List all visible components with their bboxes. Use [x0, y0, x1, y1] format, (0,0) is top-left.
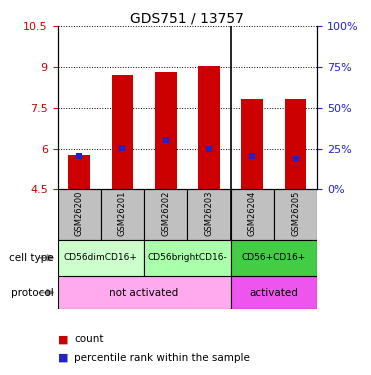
Bar: [285, 99, 306, 189]
Text: GSM26200: GSM26200: [75, 190, 83, 236]
Text: GSM26201: GSM26201: [118, 190, 127, 236]
Bar: [101, 189, 144, 240]
Text: GSM26202: GSM26202: [161, 190, 170, 236]
Text: GSM26203: GSM26203: [204, 190, 213, 236]
Bar: [58, 189, 101, 240]
Text: ■: ■: [58, 353, 72, 363]
Text: CD56+CD16+: CD56+CD16+: [242, 254, 306, 262]
Bar: [231, 276, 317, 309]
Bar: [274, 189, 317, 240]
Bar: [231, 189, 274, 240]
Text: cell type: cell type: [9, 253, 54, 263]
Bar: [231, 240, 317, 276]
Bar: [187, 189, 231, 240]
Bar: [155, 72, 177, 189]
Text: not activated: not activated: [109, 288, 179, 297]
Title: GDS751 / 13757: GDS751 / 13757: [131, 11, 244, 25]
Text: protocol: protocol: [11, 288, 54, 297]
Bar: [58, 276, 231, 309]
Text: CD56brightCD16-: CD56brightCD16-: [148, 254, 227, 262]
Bar: [112, 75, 133, 189]
Bar: [68, 154, 90, 189]
Text: activated: activated: [249, 288, 298, 297]
Bar: [198, 66, 220, 189]
Text: CD56dimCD16+: CD56dimCD16+: [64, 254, 138, 262]
Text: GSM26205: GSM26205: [291, 190, 300, 236]
Text: ■: ■: [58, 334, 72, 344]
Bar: [58, 240, 144, 276]
Bar: [144, 189, 187, 240]
Text: GSM26204: GSM26204: [248, 190, 257, 236]
Text: count: count: [74, 334, 104, 344]
Bar: [242, 99, 263, 189]
Bar: [144, 240, 231, 276]
Text: percentile rank within the sample: percentile rank within the sample: [74, 353, 250, 363]
